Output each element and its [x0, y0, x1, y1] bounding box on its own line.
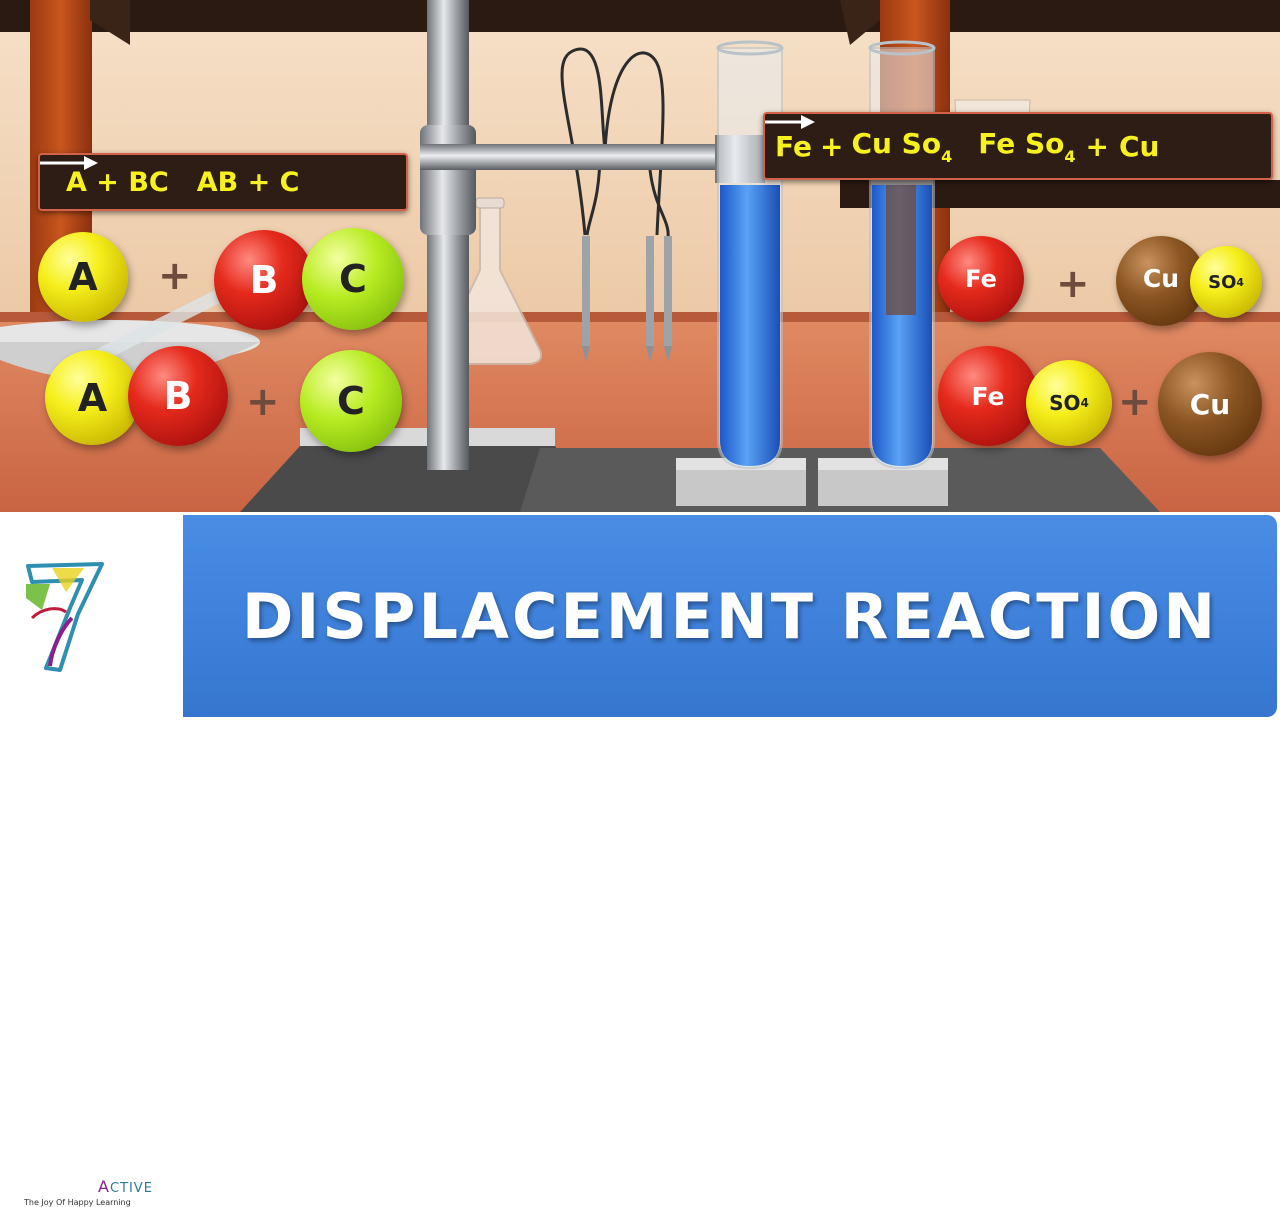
- equation-plus: +: [1085, 129, 1109, 163]
- atom-a: A: [45, 350, 140, 445]
- brand-tagline: The Joy Of Happy Learning: [24, 1198, 131, 1207]
- brand-name: ACTIVE: [98, 1177, 153, 1196]
- product-copper: Cu: [1118, 129, 1160, 163]
- plus-sign: +: [1056, 261, 1090, 307]
- sulphate-ion: SO 4: [1190, 246, 1262, 318]
- atom-cu: Cu: [1116, 236, 1206, 326]
- logo-panel: ACTIVE The Joy Of Happy Learning: [0, 515, 182, 1207]
- seven-active-logo-icon: [26, 562, 104, 672]
- equation-plus: +: [819, 129, 844, 163]
- reactant-iron: Fe: [775, 129, 812, 163]
- atom-a: A: [38, 232, 128, 322]
- general-equation-reactants: A + BC: [66, 166, 169, 198]
- title-banner: DISPLACEMENT REACTION: [183, 515, 1277, 717]
- reactant-copper-sulphate: Cu So4: [851, 126, 953, 166]
- iron-copper-equation-box: Fe + Cu So4 Fe So4 + Cu: [763, 112, 1273, 180]
- plus-sign: +: [246, 379, 280, 425]
- atom-c: C: [302, 228, 404, 330]
- general-equation-products: AB + C: [196, 166, 300, 198]
- lab-scene: A + BC AB + C Fe + Cu So4 Fe So4 + Cu A …: [0, 0, 1280, 512]
- atom-fe: Fe: [938, 346, 1038, 446]
- general-equation-box: A + BC AB + C: [38, 153, 408, 211]
- plus-sign: +: [1118, 379, 1152, 425]
- atom-b: B: [128, 346, 228, 446]
- atom-b: B: [214, 230, 314, 330]
- atom-cu: Cu: [1158, 352, 1262, 456]
- atom-c: C: [300, 350, 402, 452]
- product-iron-sulphate: Fe So4: [978, 126, 1076, 166]
- plus-sign: +: [158, 253, 192, 299]
- banner-title: DISPLACEMENT REACTION: [241, 579, 1219, 653]
- atom-fe: Fe: [938, 236, 1024, 322]
- sulphate-ion: SO 4: [1026, 360, 1112, 446]
